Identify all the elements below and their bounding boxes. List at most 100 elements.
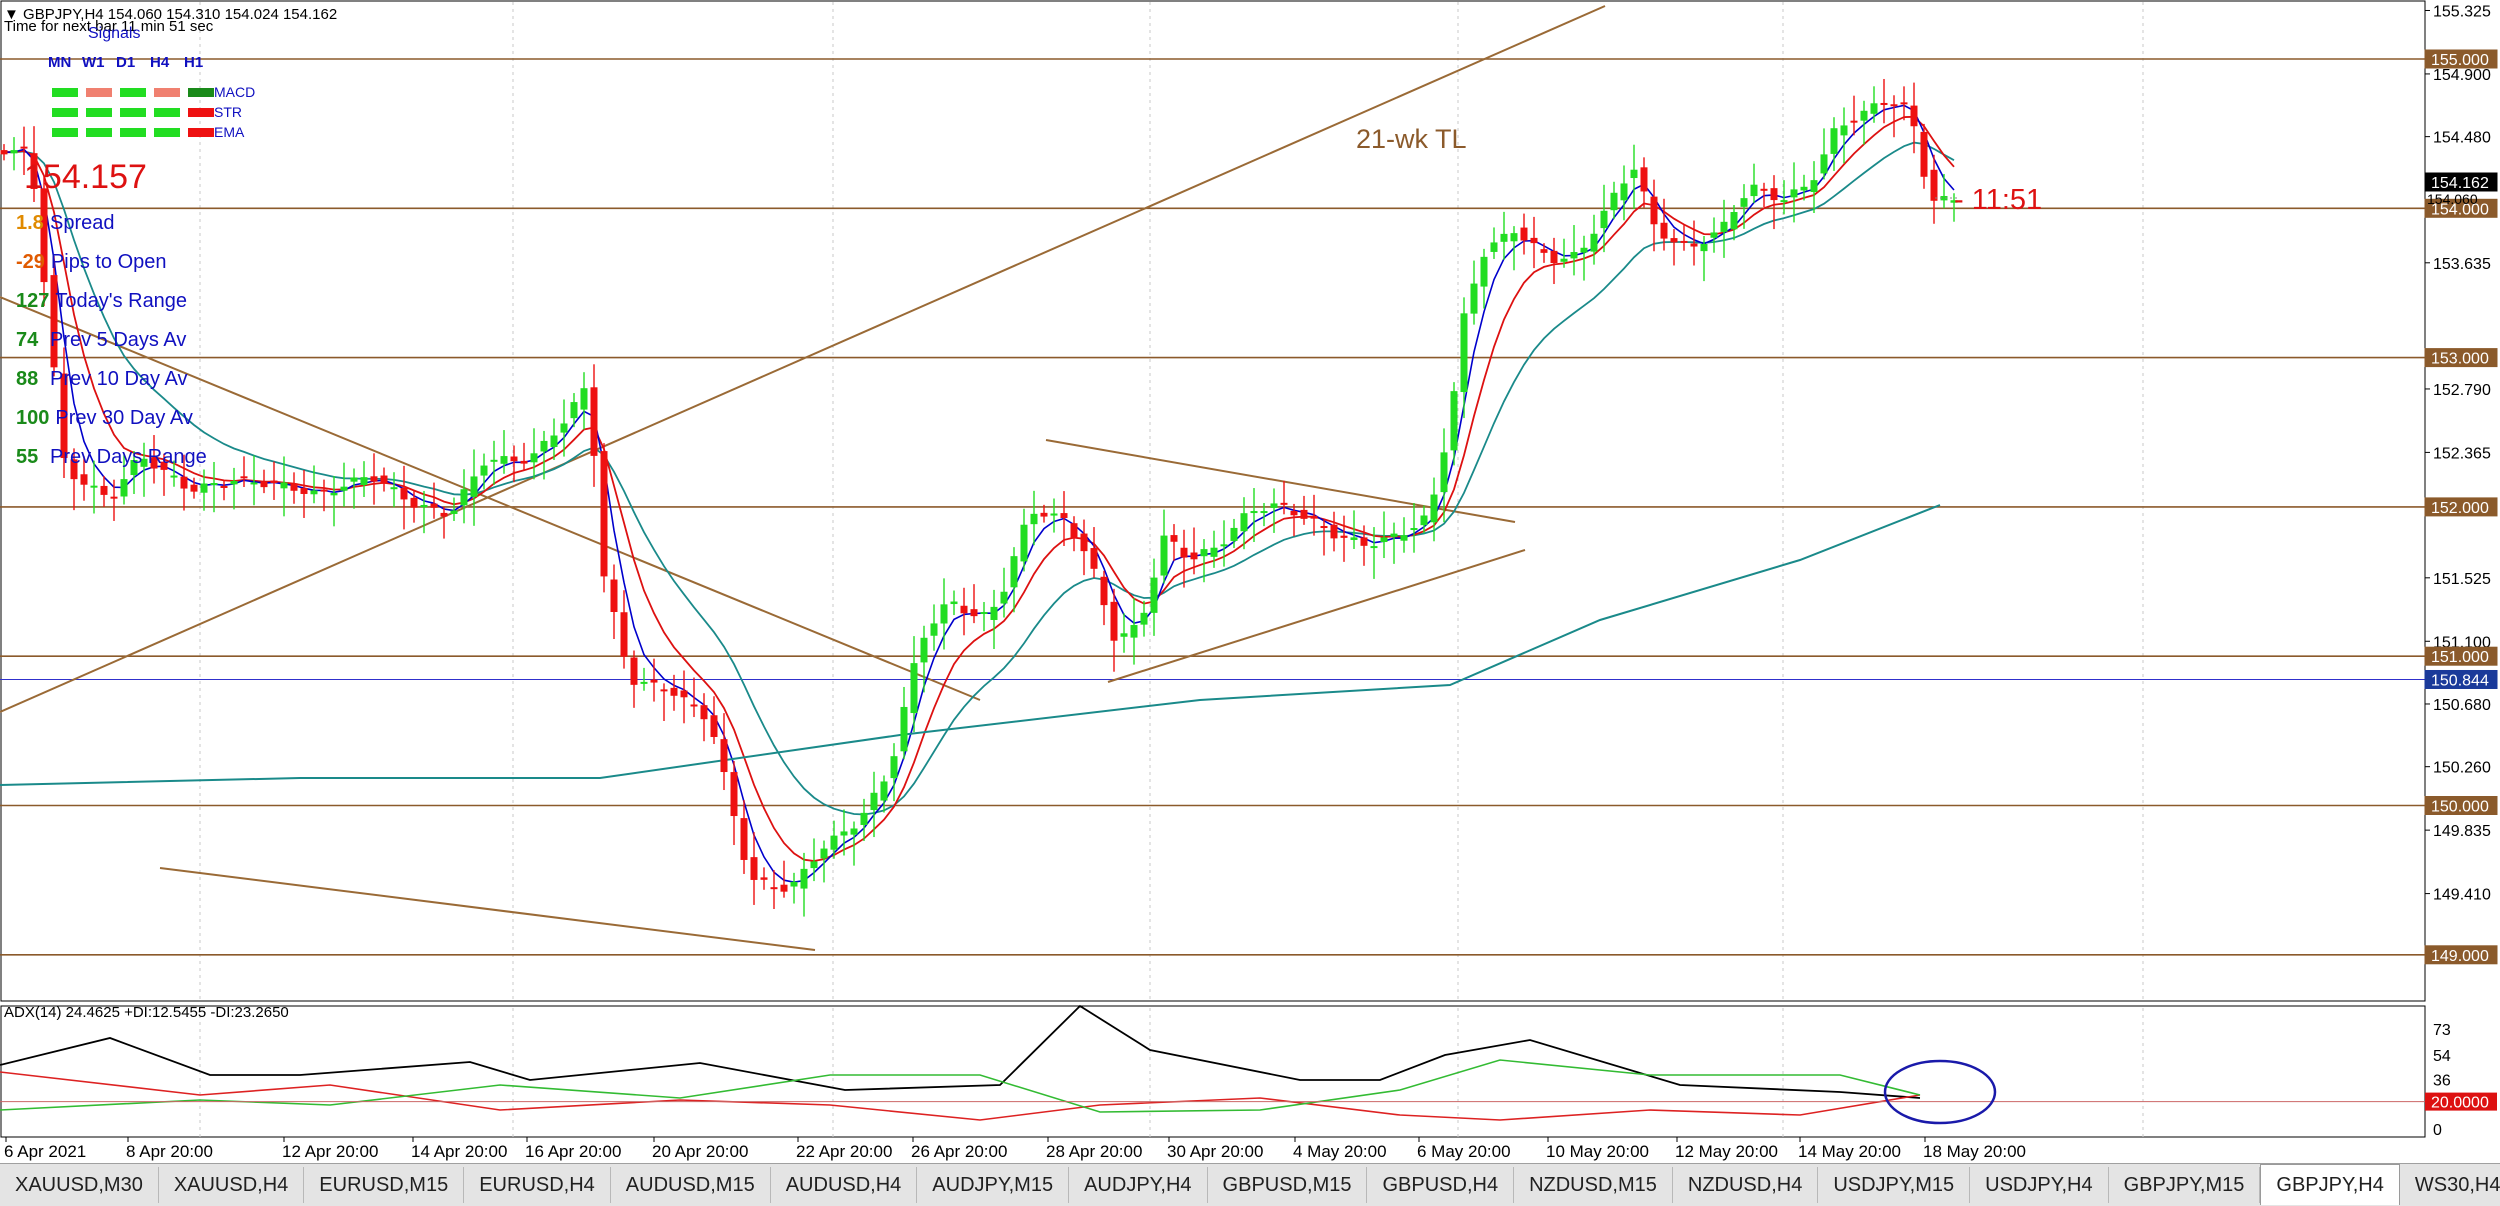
candle-body bbox=[1180, 547, 1188, 558]
candle-body bbox=[610, 579, 618, 613]
candle-body bbox=[860, 812, 868, 825]
candle-body bbox=[430, 503, 438, 508]
candle-body bbox=[1300, 509, 1308, 519]
time-label: 8 Apr 20:00 bbox=[126, 1142, 213, 1161]
level-label: 151.000 bbox=[2431, 649, 2489, 666]
candle-body bbox=[900, 706, 908, 752]
stat-label: Spread bbox=[50, 212, 115, 234]
candle-body bbox=[110, 496, 118, 499]
time-label: 26 Apr 20:00 bbox=[911, 1142, 1007, 1161]
candle-body bbox=[490, 459, 498, 462]
level-label: 152.000 bbox=[2431, 500, 2489, 517]
stats-list: 1.8 Spread -29 Pips to Open 127 Today's Range… bbox=[16, 212, 276, 482]
chart-tab[interactable]: GBPUSD,M15 bbox=[1208, 1167, 1368, 1203]
candle-body bbox=[1860, 110, 1868, 121]
chart-tab[interactable]: NZDUSD,H4 bbox=[1673, 1167, 1819, 1203]
candle-body bbox=[1410, 528, 1418, 531]
chart-tab[interactable]: USDJPY,H4 bbox=[1970, 1167, 2109, 1203]
candle-body bbox=[1660, 222, 1668, 239]
chart-tab[interactable]: AUDUSD,M15 bbox=[611, 1167, 771, 1203]
candle-body bbox=[1550, 250, 1558, 264]
chart-tab[interactable]: GBPJPY,H4 bbox=[2260, 1164, 2400, 1205]
level-label: 154.000 bbox=[2431, 201, 2489, 218]
signal-cell bbox=[86, 108, 112, 117]
stat-row: -29 Pips to Open bbox=[16, 251, 167, 274]
candle-body bbox=[1630, 169, 1638, 179]
time-label: 22 Apr 20:00 bbox=[796, 1142, 892, 1161]
time-label: 16 Apr 20:00 bbox=[525, 1142, 621, 1161]
chart-tab[interactable]: AUDJPY,H4 bbox=[1069, 1167, 1208, 1203]
candle-body bbox=[1140, 612, 1148, 625]
chart-tab[interactable]: EURUSD,M15 bbox=[304, 1167, 465, 1203]
candle-body bbox=[990, 606, 998, 620]
level-label: 150.000 bbox=[2431, 799, 2489, 816]
candle-body bbox=[1880, 102, 1888, 105]
candle-body bbox=[1320, 526, 1328, 529]
candle-body bbox=[1700, 243, 1708, 252]
chart-tab[interactable]: XAUUSD,M30 bbox=[0, 1167, 159, 1203]
chart-tab[interactable]: GBPUSD,H4 bbox=[1367, 1167, 1515, 1203]
time-label: 20 Apr 20:00 bbox=[652, 1142, 748, 1161]
candle-body bbox=[100, 485, 108, 495]
signal-row-label: EMA bbox=[214, 124, 245, 140]
stat-row: 88 Prev 10 Day Av bbox=[16, 368, 187, 391]
timeframe-label: MN bbox=[48, 54, 72, 71]
candle-body bbox=[1920, 131, 1928, 177]
main-pane-frame bbox=[0, 0, 2426, 1002]
candle-body bbox=[160, 461, 168, 470]
price-tick-label: 151.525 bbox=[2433, 571, 2491, 588]
adx-line bbox=[0, 1004, 1921, 1099]
stat-row: 55 Prev Days Range bbox=[16, 446, 207, 469]
time-label: 28 Apr 20:00 bbox=[1046, 1142, 1142, 1161]
signal-cell bbox=[154, 88, 180, 97]
candlesticks bbox=[0, 78, 1958, 917]
adx-tick-label: 0 bbox=[2433, 1122, 2442, 1139]
candle-body bbox=[1190, 552, 1198, 560]
adx-level-box bbox=[2425, 1092, 2497, 1111]
signals-title: Signals bbox=[88, 25, 141, 42]
trendline bbox=[1107, 549, 1526, 683]
candle-body bbox=[1340, 535, 1348, 538]
chart-tab[interactable]: EURUSD,H4 bbox=[464, 1167, 611, 1203]
time-label: 14 Apr 20:00 bbox=[411, 1142, 507, 1161]
candle-body bbox=[210, 483, 218, 486]
candle-body bbox=[530, 453, 538, 463]
candle-body bbox=[1910, 105, 1918, 127]
candle-body bbox=[1500, 233, 1508, 242]
candle-body bbox=[180, 476, 188, 489]
candle-body bbox=[550, 435, 558, 447]
stat-row: 100 Prev 30 Day Av bbox=[16, 407, 193, 430]
chart-tab[interactable]: GBPJPY,M15 bbox=[2109, 1167, 2261, 1203]
candle-body bbox=[1120, 633, 1128, 637]
candle-body bbox=[750, 857, 758, 880]
candle-body bbox=[840, 831, 848, 836]
chart-tab[interactable]: XAUUSD,H4 bbox=[159, 1167, 305, 1203]
time-label: 14 May 20:00 bbox=[1798, 1142, 1901, 1161]
signal-cell bbox=[188, 128, 214, 137]
candle-body bbox=[1680, 240, 1688, 243]
candle-body bbox=[230, 480, 238, 485]
trendline-label: 21-wk TL bbox=[1356, 124, 1467, 154]
ma-medium-line bbox=[4, 141, 1955, 816]
candle-body bbox=[1820, 154, 1828, 174]
candle-body bbox=[870, 792, 878, 811]
candle-body bbox=[1760, 188, 1768, 191]
chart-tab[interactable]: NZDUSD,M15 bbox=[1514, 1167, 1673, 1203]
signal-cell bbox=[120, 88, 146, 97]
chart-tab[interactable]: AUDJPY,M15 bbox=[917, 1167, 1070, 1203]
candle-body bbox=[140, 458, 148, 467]
candle-body bbox=[1350, 537, 1358, 540]
candle-body bbox=[1150, 577, 1158, 613]
chart-tab[interactable]: AUDUSD,H4 bbox=[771, 1167, 918, 1203]
candle-body bbox=[1740, 198, 1748, 207]
chart-tab[interactable]: USDJPY,M15 bbox=[1818, 1167, 1971, 1203]
collapse-triangle-icon[interactable]: ▼ bbox=[4, 6, 19, 23]
candle-body bbox=[480, 465, 488, 476]
candle-body bbox=[880, 781, 888, 801]
time-label: 18 May 20:00 bbox=[1923, 1142, 2026, 1161]
candle-body bbox=[1080, 533, 1088, 552]
chart-tab[interactable]: WS30,H4 bbox=[2400, 1167, 2500, 1203]
horizontal-levels bbox=[0, 58, 2425, 956]
moving-averages bbox=[0, 104, 1955, 884]
